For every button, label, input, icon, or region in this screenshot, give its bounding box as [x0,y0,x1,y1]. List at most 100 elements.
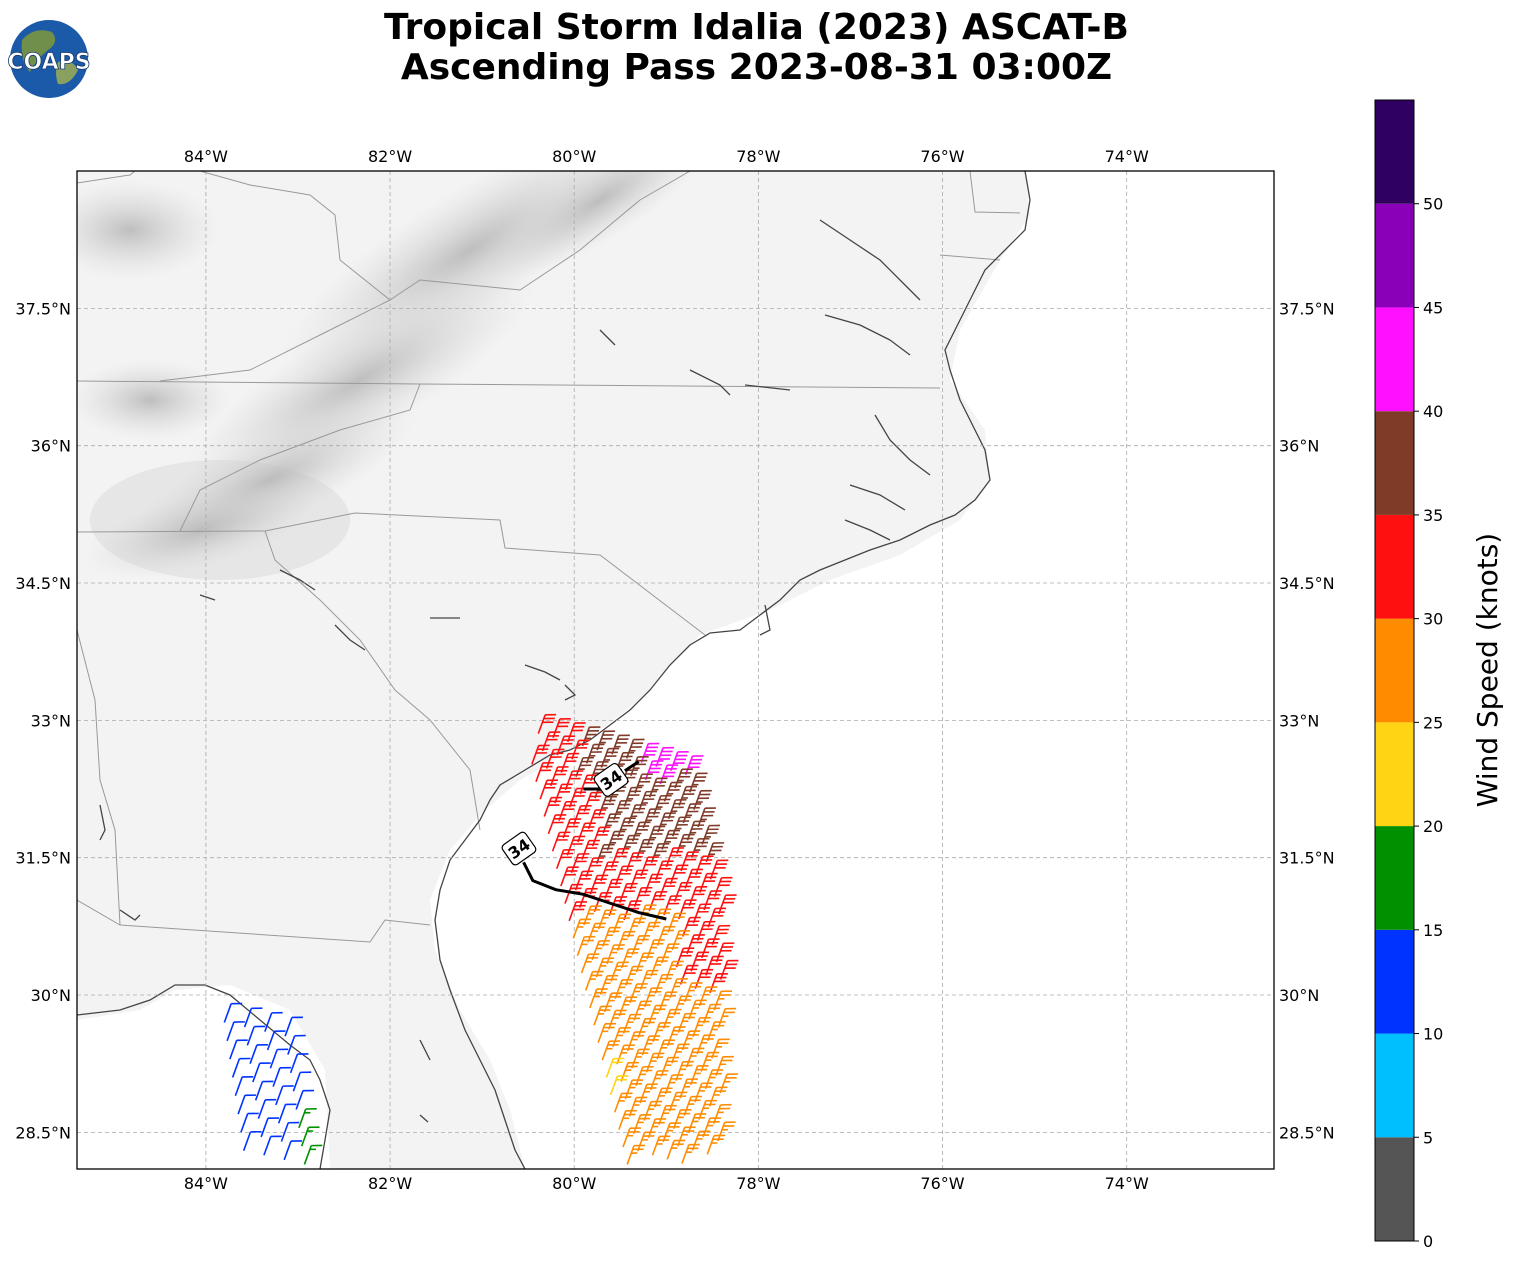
wind-barb [277,1103,297,1124]
colorbar-tick-label: 10 [1423,1025,1443,1044]
wind-barb [692,1016,711,1037]
wind-barb [682,803,702,824]
wind-barb [664,1074,684,1095]
wind-barb [599,974,619,995]
wind-barb [705,842,725,863]
wind-barb [715,942,735,963]
wind-barb [596,843,615,864]
wind-barb [668,1091,688,1112]
wind-barb [249,1043,268,1064]
wind-barb [658,991,678,1012]
wind-barb [717,1121,736,1142]
wind-barb [575,756,594,777]
wind-barb [234,1076,254,1097]
wind-barb [667,799,687,820]
colorbar-tick-label: 45 [1423,298,1443,317]
wind-barb [604,878,623,899]
wind-barb [686,934,705,955]
lon-tick-label-top: 80°W [552,147,596,166]
wind-barb [698,986,718,1007]
wind-barb [626,1031,646,1052]
wind-barb [603,992,623,1013]
wind-barb [637,1017,657,1038]
lat-tick-label-left: 36°N [31,437,71,456]
wind-barb [633,1000,652,1021]
wind-barb [665,960,684,981]
wind-barb [718,894,737,915]
wind-barb [682,916,701,937]
wind-barb [537,713,557,734]
wind-barb [583,791,603,812]
map-frame [76,170,1275,1170]
lat-tick-label-right: 37.5°N [1279,299,1335,318]
wind-barb [679,964,699,985]
wind-barb [564,770,584,791]
wind-barb [658,1104,677,1125]
wind-barb [531,744,550,765]
wind-barb [694,968,714,989]
wind-barb [609,1075,629,1096]
wind-barb [663,895,682,916]
wind-barb [627,804,647,825]
wind-barb [605,1057,625,1078]
wind-barb [709,859,729,880]
wind-barb [613,1092,633,1113]
lon-tick-label-bottom: 76°W [920,1174,964,1193]
wind-barb [667,912,686,933]
wind-barb [631,935,651,956]
wind-barb [618,996,638,1017]
wind-barb [284,1016,303,1037]
contour-line [624,760,640,772]
wind-barb [647,1118,667,1139]
wind-barb [585,857,605,878]
lat-tick-label-left: 33°N [31,711,71,730]
wind-barb [263,1135,282,1156]
wind-barb [572,918,592,939]
wind-barb [612,1027,631,1048]
wind-barb [629,983,648,1004]
wind-barb [616,1044,635,1065]
wind-barb [541,731,561,752]
wind-barb [589,988,608,1009]
wind-barb [610,961,629,982]
wind-barb [584,970,604,991]
wind-barb [698,1099,717,1120]
wind-barb [683,982,703,1003]
wind-barb [602,813,622,834]
wind-barb [679,1078,698,1099]
lat-tick-label-left: 37.5°N [15,299,71,318]
wind-barb [619,882,638,903]
wind-barb [243,1007,263,1028]
colorbar-tick-label: 5 [1423,1128,1433,1147]
colorbar-tick-label: 50 [1423,195,1443,214]
wind-barb [298,1108,317,1129]
axis-labels: 84°W 84°W 82°W 82°W 80°W 80°W 78°W 78°W 76°W 76°W… [15,147,1334,1193]
wind-barb [260,1117,280,1138]
wind-barb [676,833,695,854]
wind-barb [623,900,642,921]
wind-barb [272,1066,291,1087]
wind-barb [685,1047,705,1068]
wind-barb [535,761,554,782]
wind-barb [712,1103,732,1124]
lon-tick-label-bottom: 78°W [736,1174,780,1193]
wind-barb [556,735,576,756]
wind-barb [624,1079,644,1100]
wind-barb [644,760,664,781]
lon-tick-label-bottom: 82°W [368,1174,412,1193]
wind-barb [654,973,674,994]
wind-barb [631,821,651,842]
wind-barb [702,1117,721,1138]
wind-barb [706,1021,726,1042]
wind-barb [673,881,693,902]
wind-barb [709,973,728,994]
wind-barb [257,1098,277,1119]
wind-barb [699,872,718,893]
wind-barb [576,935,596,956]
wind-barb [707,907,727,928]
colorbar: 0 5 10 15 20 25 30 35 40 45 50 [1374,99,1443,1251]
wind-barb [674,768,693,789]
lat-tick-label-right: 28.5°N [1279,1123,1335,1142]
wind-barb [687,1113,707,1134]
wind-barb [269,1048,289,1069]
